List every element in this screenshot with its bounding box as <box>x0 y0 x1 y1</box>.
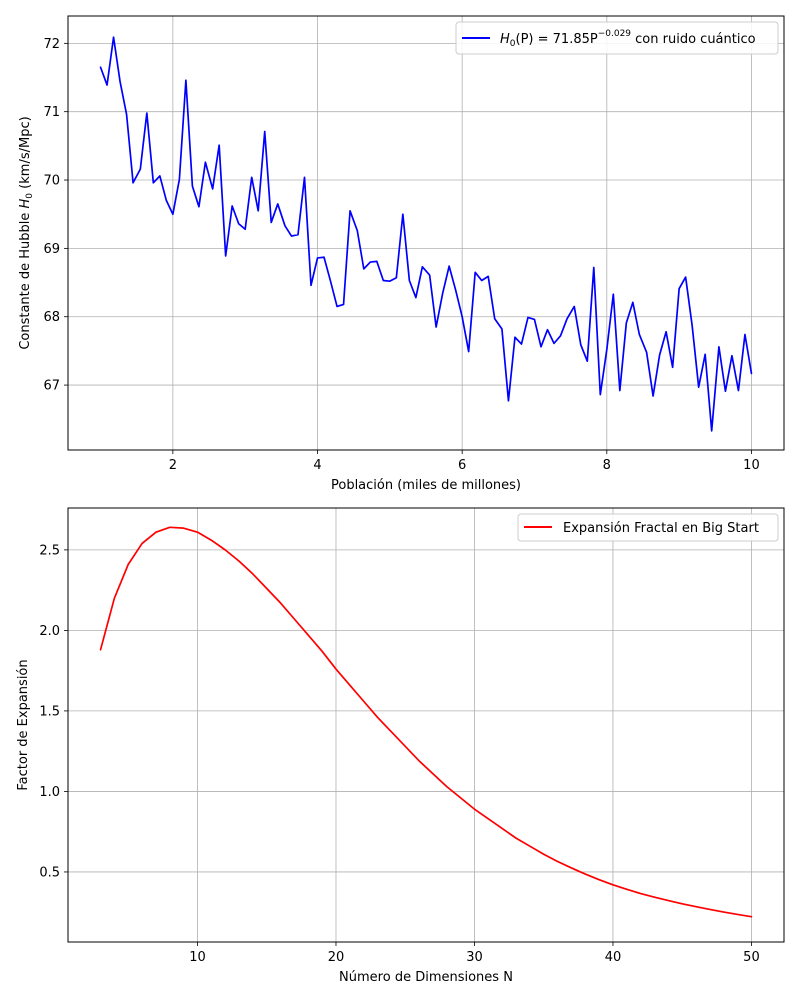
top-x-tick-label: 2 <box>169 458 177 473</box>
bottom-y-tick-label: 2.5 <box>39 543 60 558</box>
top-y-tick-label: 68 <box>43 310 60 325</box>
top-legend-label: H0(P) = 71.85P−0.029 con ruido cuántico <box>500 29 756 49</box>
bottom-y-tick-label: 0.5 <box>39 865 60 880</box>
top-series-line <box>99 36 753 432</box>
top-legend-sub: 0 <box>510 39 516 49</box>
top-y-tick-label: 72 <box>43 37 60 52</box>
bottom-x-tick-label: 20 <box>328 950 345 965</box>
bottom-plot-frame <box>67 507 785 943</box>
bottom-y-axis-label: Factor de Expansión <box>16 659 31 790</box>
top-x-tick-label: 10 <box>743 458 760 473</box>
chart-bottom: 10 20 30 40 50 0.5 1.0 1.5 2.0 2.5 Número de Dime… <box>16 507 785 985</box>
bottom-y-tick-label: 1.0 <box>39 785 60 800</box>
top-y-tick-label: 67 <box>43 379 60 394</box>
top-y-axis-label-subscript: 0 <box>25 193 35 199</box>
bottom-ticks: 10 20 30 40 50 0.5 1.0 1.5 2.0 2.5 <box>39 543 759 965</box>
top-legend-tail: con ruido cuántico <box>631 32 756 47</box>
bottom-legend-label: Expansión Fractal en Big Start <box>563 521 759 536</box>
top-legend-sup: −0.029 <box>598 29 632 39</box>
top-legend-box <box>455 21 779 55</box>
bottom-x-tick-label: 10 <box>189 950 206 965</box>
top-plot-frame <box>67 15 785 451</box>
bottom-series <box>99 526 753 918</box>
bottom-grid <box>68 508 784 942</box>
bottom-x-axis-label: Número de Dimensiones N <box>339 970 513 985</box>
top-legend-h: H <box>500 32 510 47</box>
top-x-tick-label: 6 <box>458 458 466 473</box>
top-x-tick-label: 4 <box>313 458 321 473</box>
top-x-tick-label: 8 <box>603 458 611 473</box>
top-y-tick-label: 70 <box>43 174 60 189</box>
top-y-axis-label: Constante de Hubble H0 (km/s/Mpc) <box>18 116 35 349</box>
bottom-legend-box <box>517 513 779 542</box>
bottom-x-tick-label: 40 <box>605 950 622 965</box>
top-y-axis-label-symbol: H <box>18 198 33 208</box>
bottom-y-tick-label: 1.5 <box>39 704 60 719</box>
bottom-x-tick-label: 30 <box>466 950 483 965</box>
top-y-axis-label-prefix: Constante de Hubble <box>18 208 33 349</box>
top-x-axis-label: Población (miles de millones) <box>331 478 521 493</box>
bottom-legend: Expansión Fractal en Big Start <box>517 513 779 542</box>
bottom-series-line <box>99 526 753 918</box>
top-y-tick-label: 69 <box>43 242 60 257</box>
top-series <box>99 36 753 432</box>
top-y-tick-label: 71 <box>43 105 60 120</box>
bottom-y-tick-label: 2.0 <box>39 624 60 639</box>
top-y-axis-label-suffix: (km/s/Mpc) <box>18 116 33 193</box>
top-grid <box>68 16 784 450</box>
top-legend: H0(P) = 71.85P−0.029 con ruido cuántico <box>455 21 779 55</box>
bottom-x-tick-label: 50 <box>743 950 760 965</box>
top-legend-mid: (P) = 71.85P <box>516 32 598 47</box>
